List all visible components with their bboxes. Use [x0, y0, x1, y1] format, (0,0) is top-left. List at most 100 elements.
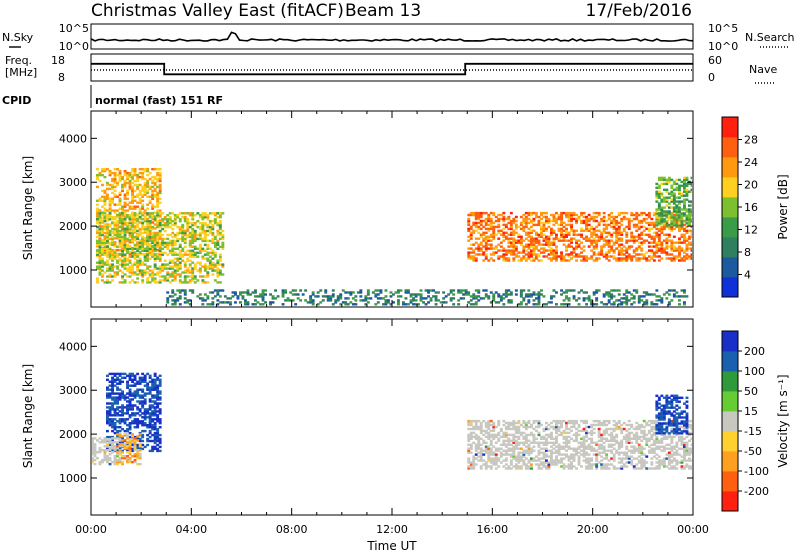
data-cell — [121, 247, 124, 250]
data-cell — [645, 301, 649, 304]
data-cell — [101, 214, 104, 217]
data-cell — [670, 217, 674, 221]
data-cell — [555, 439, 558, 442]
data-cell — [482, 219, 486, 223]
data-cell — [530, 249, 533, 252]
data-cell — [331, 289, 335, 292]
data-cell — [585, 223, 588, 227]
data-cell — [474, 425, 478, 429]
data-cell — [527, 221, 531, 225]
data-cell — [128, 241, 132, 244]
data-cell — [156, 191, 160, 195]
data-cell — [148, 269, 152, 272]
data-cell — [499, 455, 503, 458]
data-cell — [590, 249, 594, 252]
data-cell — [655, 208, 659, 211]
data-cell — [642, 255, 646, 258]
data-cell — [116, 203, 119, 206]
data-cell — [121, 239, 124, 243]
data-cell — [171, 220, 175, 223]
data-cell — [103, 225, 107, 228]
data-cell — [118, 458, 122, 462]
data-cell — [163, 237, 167, 241]
data-cell — [597, 251, 601, 254]
data-cell — [239, 293, 242, 296]
data-cell — [111, 392, 114, 395]
data-cell — [126, 209, 129, 212]
data-cell — [522, 227, 526, 231]
data-cell — [108, 441, 112, 444]
data-cell — [103, 247, 107, 250]
data-cell — [560, 425, 563, 429]
data-cell — [193, 223, 197, 227]
data-cell — [106, 429, 109, 433]
data-cell — [560, 239, 563, 242]
data-cell — [111, 255, 114, 258]
data-cell — [96, 439, 99, 442]
data-cell — [592, 259, 596, 262]
data-cell — [637, 227, 641, 231]
data-cell — [201, 216, 205, 219]
data-cell — [452, 289, 456, 292]
data-cell — [565, 449, 568, 452]
data-cell — [201, 279, 205, 282]
data-cell — [504, 459, 508, 462]
data-cell — [504, 291, 508, 294]
data-cell — [512, 241, 516, 244]
data-cell — [96, 209, 99, 212]
data-cell — [622, 245, 626, 248]
data-cell — [374, 293, 378, 296]
data-cell — [685, 219, 689, 223]
data-cell — [542, 437, 546, 440]
data-cell — [151, 271, 155, 274]
data-cell — [128, 449, 132, 452]
data-cell — [101, 231, 104, 235]
data-cell — [128, 439, 132, 442]
data-cell — [492, 233, 496, 236]
data-cell — [123, 223, 127, 226]
data-cell — [148, 388, 152, 391]
data-cell — [118, 456, 122, 460]
data-cell — [181, 212, 185, 215]
data-cell — [153, 218, 157, 221]
data-cell — [467, 293, 471, 296]
data-cell — [545, 465, 548, 468]
data-cell — [665, 200, 669, 203]
data-cell — [484, 227, 488, 231]
data-cell — [116, 396, 119, 399]
data-cell — [166, 299, 170, 302]
data-cell — [474, 433, 478, 437]
data-cell — [366, 301, 370, 304]
data-cell — [146, 384, 150, 387]
data-cell — [489, 435, 493, 439]
data-cell — [482, 233, 486, 236]
data-cell — [138, 273, 142, 276]
data-cell — [527, 213, 531, 217]
data-cell — [670, 247, 674, 250]
data-cell — [670, 220, 674, 223]
data-cell — [216, 299, 220, 302]
data-cell — [647, 255, 651, 258]
data-cell — [550, 451, 553, 454]
data-cell — [504, 235, 508, 238]
data-cell — [447, 293, 451, 296]
data-cell — [387, 301, 390, 304]
data-cell — [487, 445, 491, 448]
data-cell — [550, 421, 553, 425]
data-cell — [550, 425, 553, 429]
data-cell — [186, 275, 190, 278]
data-cell — [121, 251, 124, 254]
data-cell — [256, 301, 260, 304]
data-cell — [662, 293, 666, 296]
data-cell — [683, 249, 686, 252]
data-cell — [153, 279, 157, 282]
data-cell — [464, 291, 468, 294]
data-cell — [128, 388, 132, 391]
data-cell — [111, 269, 114, 272]
data-cell — [123, 267, 127, 270]
data-cell — [106, 394, 109, 397]
data-cell — [612, 225, 616, 229]
data-cell — [108, 388, 112, 391]
data-cell — [128, 428, 132, 431]
data-cell — [148, 233, 152, 236]
